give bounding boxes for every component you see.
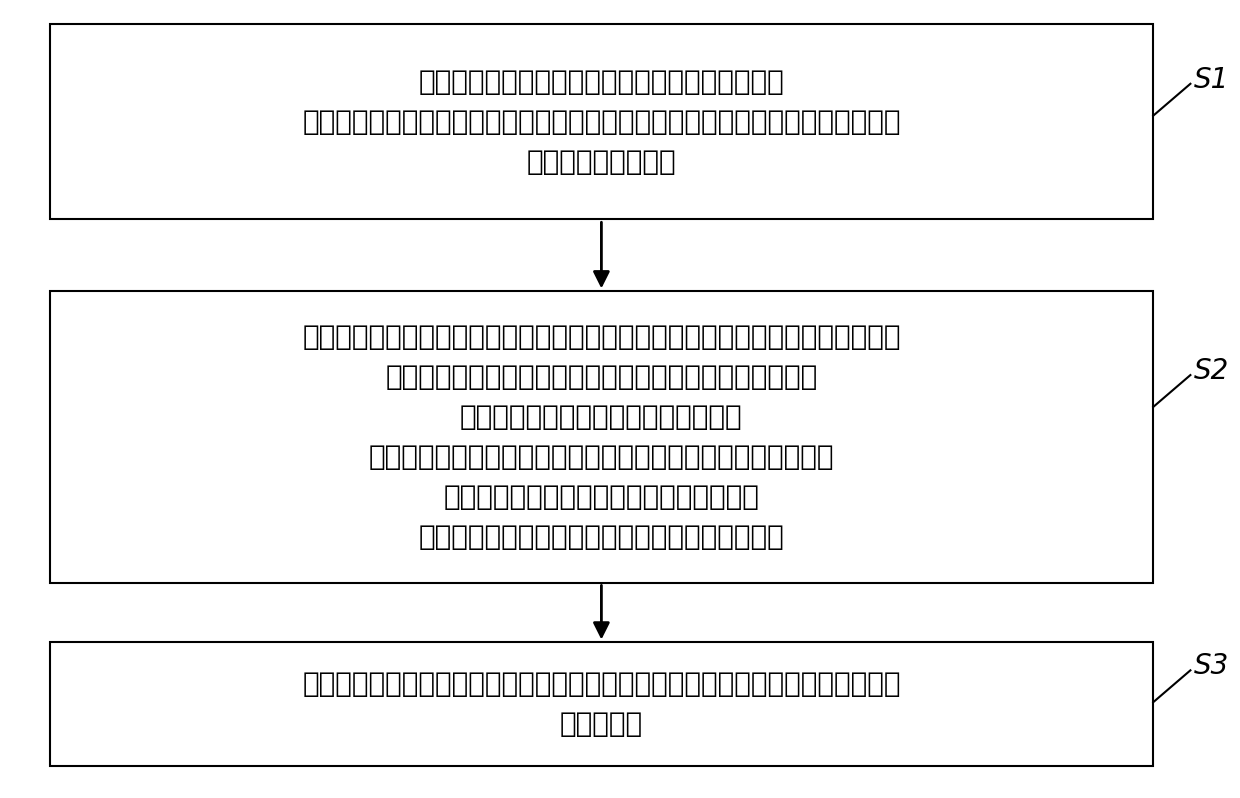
Text: 以适地适树、乡土物种优先为原则，根据搭配出的适合物种，构建乔灌草垂直结构
的植物群落: 以适地适树、乡土物种优先为原则，根据搭配出的适合物种，构建乔灌草垂直结构 的植物… — [303, 670, 900, 738]
Text: S2: S2 — [1194, 357, 1229, 385]
Text: S1: S1 — [1194, 65, 1229, 94]
Bar — [50, 642, 1153, 766]
Bar — [50, 24, 1153, 219]
Bar — [50, 291, 1153, 583]
Text: 通过综合分析中国南方水土流失区域不同水土流失
劣地植被恢复的常用物种及种植模式，按照品种筛选的原则，筛选出适合南方水土
流失劣地的恢复品种: 通过综合分析中国南方水土流失区域不同水土流失 劣地植被恢复的常用物种及种植模式，… — [303, 68, 900, 176]
Text: 通过收集南方水土流失区域坡地生态系统的早期演替阶段的物种组成，根据水土流
失劣地土壤母质的三种类型即第四纪红黏土水土流失劣地、
花岗岩水土流失劣地和红砂岩水土流: 通过收集南方水土流失区域坡地生态系统的早期演替阶段的物种组成，根据水土流 失劣地… — [303, 322, 900, 551]
Text: S3: S3 — [1194, 652, 1229, 681]
